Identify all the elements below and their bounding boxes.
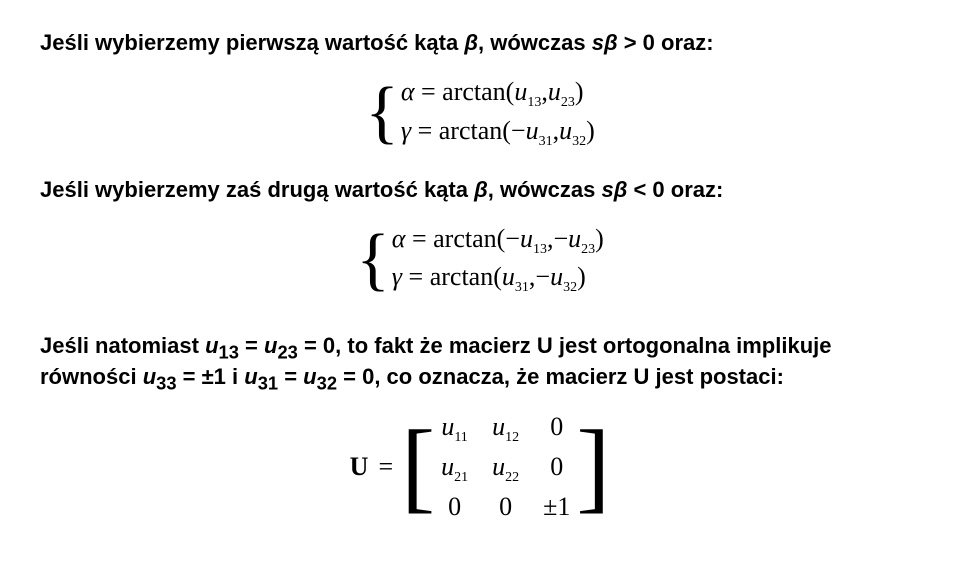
paragraph-1: Jeśli wybierzemy pierwszą wartość kąta β…	[40, 30, 920, 56]
matrix-body: u11 u12 0 u21 u22 0 0 0 ±1	[435, 412, 576, 522]
text: Jeśli wybierzemy pierwszą wartość kąta	[40, 30, 464, 55]
paragraph-2: Jeśli wybierzemy zaś drugą wartość kąta …	[40, 177, 920, 203]
text: , wówczas	[488, 177, 602, 202]
matrix-equation: U = [ u11 u12 0 u21 u22 0 0 0 ±1 ]	[40, 412, 920, 522]
beta: β	[464, 30, 478, 55]
sbeta: sβ	[592, 30, 618, 55]
eq-row: γ = arctan(u31,−u32)	[392, 259, 604, 298]
paragraph-3: Jeśli natomiast u13 = u23 = 0, to fakt ż…	[40, 333, 920, 394]
left-brace-icon: {	[356, 228, 390, 291]
text: < 0 oraz:	[627, 177, 723, 202]
left-bracket-icon: [	[401, 427, 435, 507]
text: , wówczas	[478, 30, 592, 55]
equation-system-1: { α = arctan(u13,u23) γ = arctan(−u31,u3…	[40, 74, 920, 152]
left-brace-icon: {	[365, 81, 399, 144]
text: > 0 oraz:	[618, 30, 714, 55]
equals-sign: =	[378, 452, 393, 482]
text: Jeśli wybierzemy zaś drugą wartość kąta	[40, 177, 474, 202]
sbeta: sβ	[601, 177, 627, 202]
right-bracket-icon: ]	[576, 427, 610, 507]
matrix-label: U	[350, 452, 369, 482]
eq-row: γ = arctan(−u31,u32)	[401, 113, 595, 152]
eq-row: α = arctan(u13,u23)	[401, 74, 595, 113]
beta: β	[474, 177, 488, 202]
eq-row: α = arctan(−u13,−u23)	[392, 221, 604, 260]
equation-system-2: { α = arctan(−u13,−u23) γ = arctan(u31,−…	[40, 221, 920, 299]
